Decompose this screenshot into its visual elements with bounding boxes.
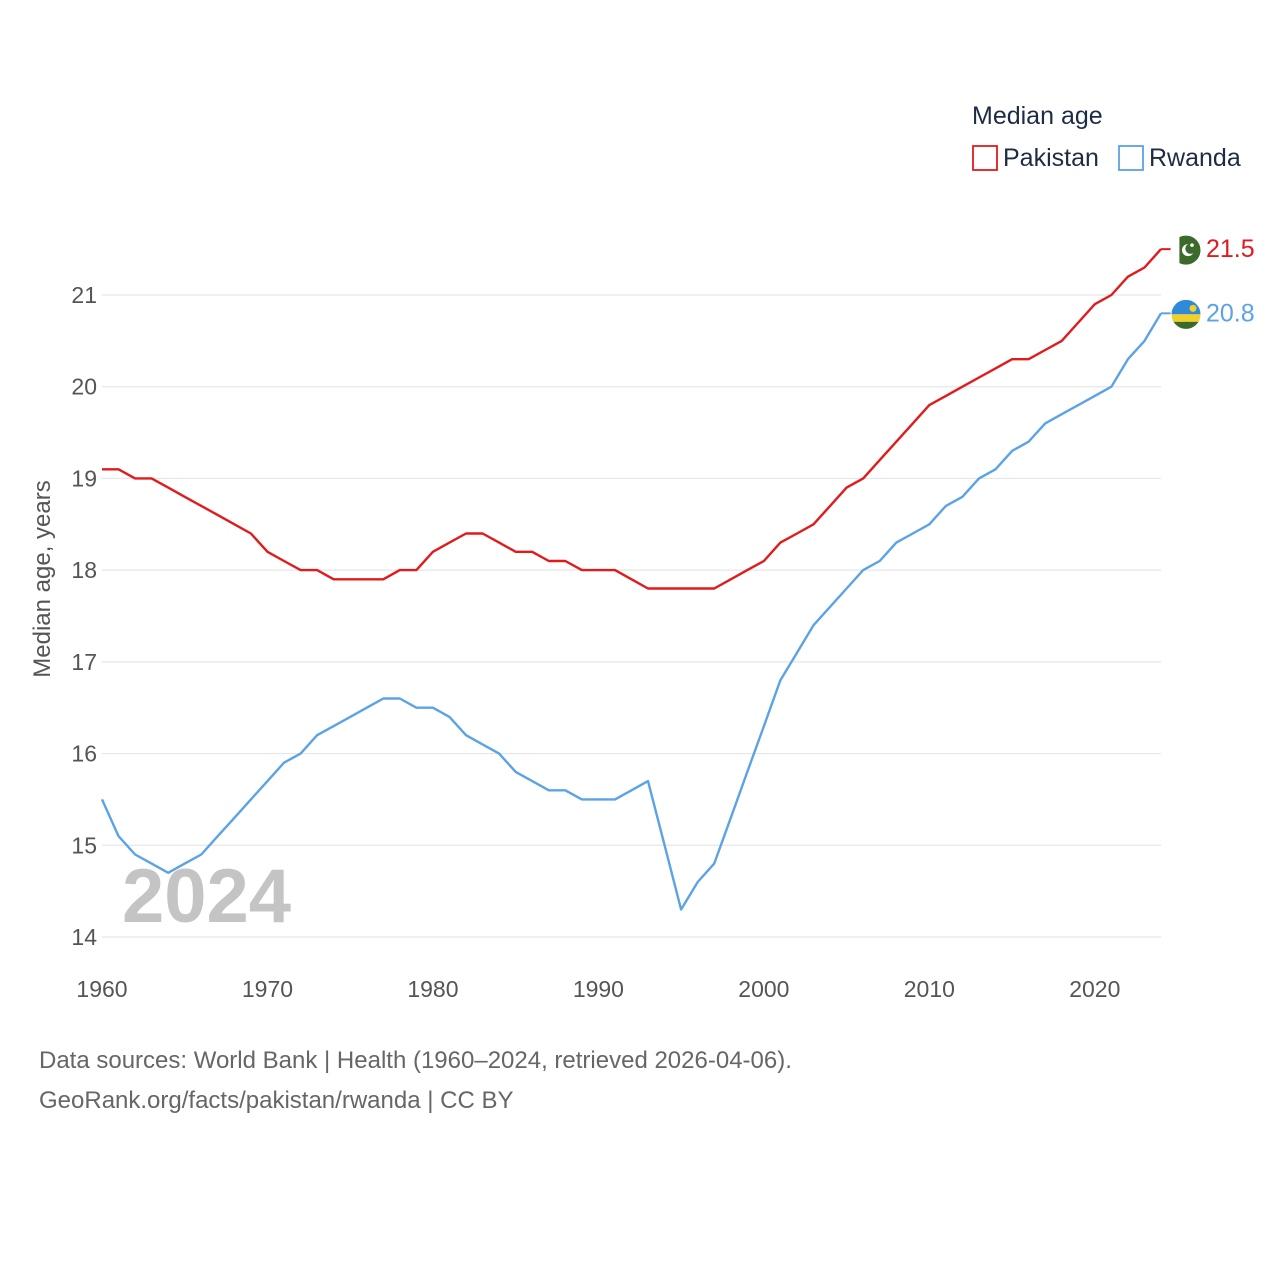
x-tick-label-1970: 1970 xyxy=(242,976,293,1002)
y-tick-label-19: 19 xyxy=(71,465,97,491)
end-label-rwanda: 20.8 xyxy=(1206,299,1255,327)
series-line-rwanda[interactable] xyxy=(100,312,1163,911)
legend-swatch-pakistan[interactable] xyxy=(972,145,998,171)
y-tick-label-16: 16 xyxy=(71,741,97,767)
x-tick-label-1980: 1980 xyxy=(407,976,458,1002)
series-line-pakistan[interactable] xyxy=(102,248,1162,590)
rwanda-flag-icon xyxy=(1170,298,1202,330)
end-label-pakistan: 21.5 xyxy=(1206,235,1255,263)
end-labels: 21.5 20.8 xyxy=(1161,234,1255,330)
legend-label-pakistan[interactable]: Pakistan xyxy=(1003,144,1099,172)
y-tick-label-21: 21 xyxy=(71,282,97,308)
y-tick-label-18: 18 xyxy=(71,557,97,583)
year-watermark: 2024 xyxy=(122,854,291,939)
series-lines xyxy=(100,248,1163,911)
x-tick-label-2010: 2010 xyxy=(904,976,955,1002)
y-axis-ticks: 14 15 16 17 18 19 20 21 xyxy=(71,282,97,950)
y-tick-label-17: 17 xyxy=(71,649,97,675)
y-axis-title: Median age, years xyxy=(29,480,56,677)
gridlines xyxy=(102,294,1161,938)
y-tick-label-14: 14 xyxy=(71,924,97,950)
x-tick-label-2020: 2020 xyxy=(1069,976,1120,1002)
legend-swatch-rwanda[interactable] xyxy=(1118,145,1144,171)
source-url-line[interactable]: GeoRank.org/facts/pakistan/rwanda | CC B… xyxy=(39,1087,513,1114)
y-tick-label-20: 20 xyxy=(71,374,97,400)
y-tick-label-15: 15 xyxy=(71,832,97,858)
x-axis-ticks: 1960 1970 1980 1990 2000 2010 2020 xyxy=(76,976,1120,1002)
pakistan-flag-icon xyxy=(1170,234,1202,266)
x-tick-label-1990: 1990 xyxy=(573,976,624,1002)
legend: Median age Pakistan Rwanda xyxy=(972,102,1241,172)
x-tick-label-1960: 1960 xyxy=(76,976,127,1002)
x-tick-label-2000: 2000 xyxy=(738,976,789,1002)
source-line: Data sources: World Bank | Health (1960–… xyxy=(39,1047,792,1074)
legend-label-rwanda[interactable]: Rwanda xyxy=(1149,144,1241,172)
legend-title: Median age xyxy=(972,102,1103,130)
